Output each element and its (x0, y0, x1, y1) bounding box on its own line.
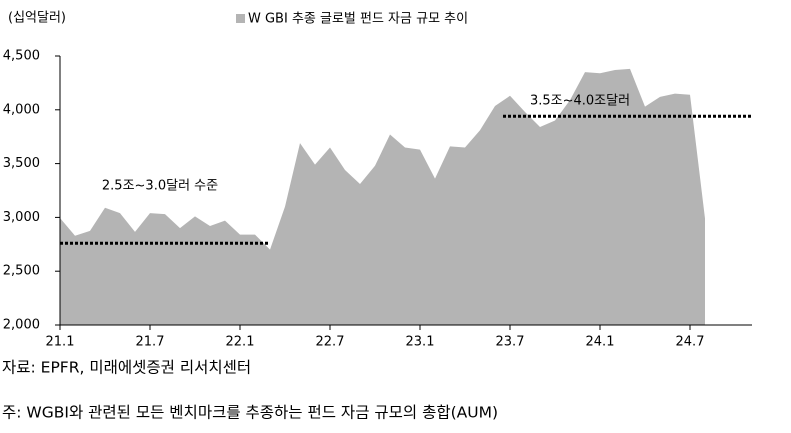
x-tick-label: 21.7 (136, 335, 165, 350)
source: 자료: EPFR, 미래에셋증권 리서치센터 (2, 359, 251, 377)
annotation: 3.5조~4.0조달러 (530, 94, 630, 109)
y-tick-label: 4,500 (3, 49, 40, 64)
y-tick-label: 2,500 (3, 264, 40, 279)
unit-label: (십억달러) (8, 11, 66, 26)
y-tick-label: 3,500 (3, 156, 40, 171)
x-tick-label: 21.1 (46, 335, 75, 350)
y-tick-label: 3,000 (3, 210, 40, 225)
legend-swatch (236, 14, 245, 23)
x-tick-label: 23.1 (406, 335, 435, 350)
x-tick-label: 22.7 (316, 335, 345, 350)
x-tick-label: 24.1 (586, 335, 615, 350)
y-tick-label: 2,000 (3, 318, 40, 333)
y-tick-label: 4,000 (3, 102, 40, 117)
annotation: 2.5조~3.0달러 수준 (102, 179, 218, 194)
legend-label: W GBI 추종 글로벌 펀드 자금 규모 추이 (248, 12, 468, 27)
note: 주: WGBI와 관련된 모든 벤치마크를 추종하는 펀드 자금 규모의 총합(… (2, 404, 498, 422)
x-tick-label: 24.7 (676, 335, 705, 350)
area (60, 68, 705, 326)
x-tick-label: 22.1 (226, 335, 255, 350)
x-tick-label: 23.7 (496, 335, 525, 350)
